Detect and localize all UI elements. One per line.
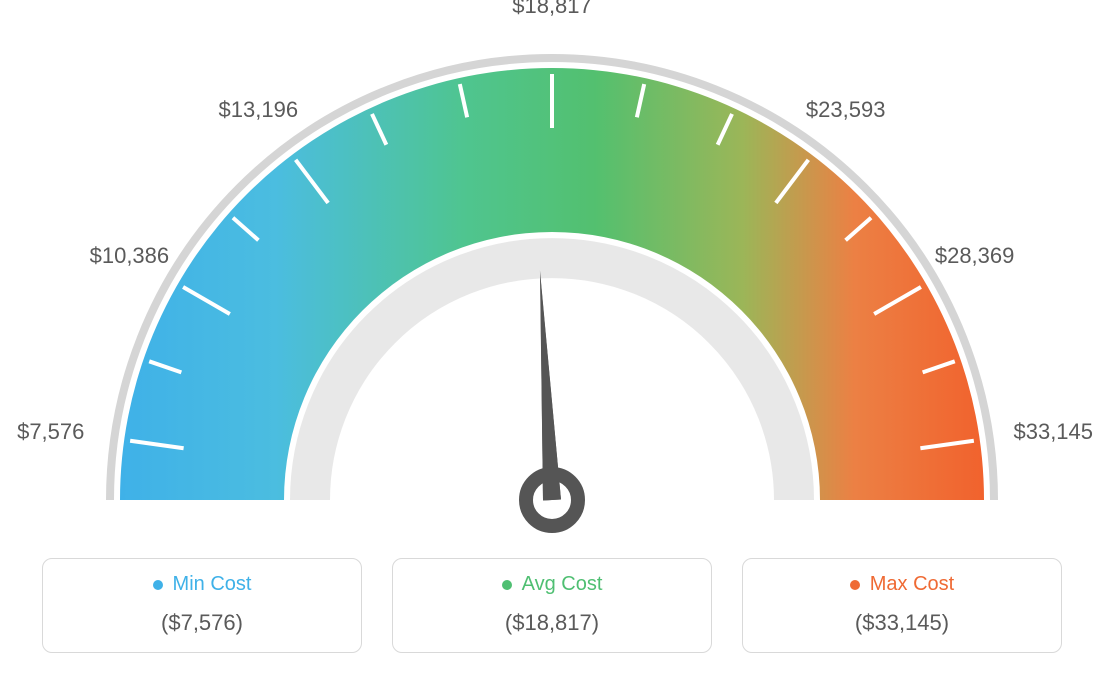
gauge-chart: $7,576 $10,386 $13,196 $18,817 $23,593 $28,36… [0,0,1104,540]
legend-title-text: Max Cost [870,573,954,596]
gauge-tick-label: $13,196 [219,97,299,123]
legend-value-min: ($7,576) [53,610,351,636]
gauge-tick-label: $23,593 [806,97,886,123]
gauge-tick-label: $18,817 [512,0,592,19]
legend-card-avg: Avg Cost ($18,817) [392,558,712,653]
gauge-svg [0,0,1104,540]
legend-title-min: Min Cost [153,573,252,596]
dot-icon [153,580,163,590]
gauge-tick-label: $33,145 [1013,419,1093,445]
legend-title-text: Avg Cost [522,573,603,596]
gauge-tick-label: $10,386 [90,243,170,269]
legend-card-max: Max Cost ($33,145) [742,558,1062,653]
dot-icon [850,580,860,590]
gauge-tick-label: $7,576 [17,419,84,445]
legend-value-max: ($33,145) [753,610,1051,636]
legend-value-avg: ($18,817) [403,610,701,636]
legend-card-min: Min Cost ($7,576) [42,558,362,653]
legend-title-max: Max Cost [850,573,954,596]
dot-icon [502,580,512,590]
legend-title-text: Min Cost [173,573,252,596]
legend-title-avg: Avg Cost [502,573,603,596]
legend-row: Min Cost ($7,576) Avg Cost ($18,817) Max… [0,558,1104,653]
gauge-tick-label: $28,369 [935,243,1015,269]
